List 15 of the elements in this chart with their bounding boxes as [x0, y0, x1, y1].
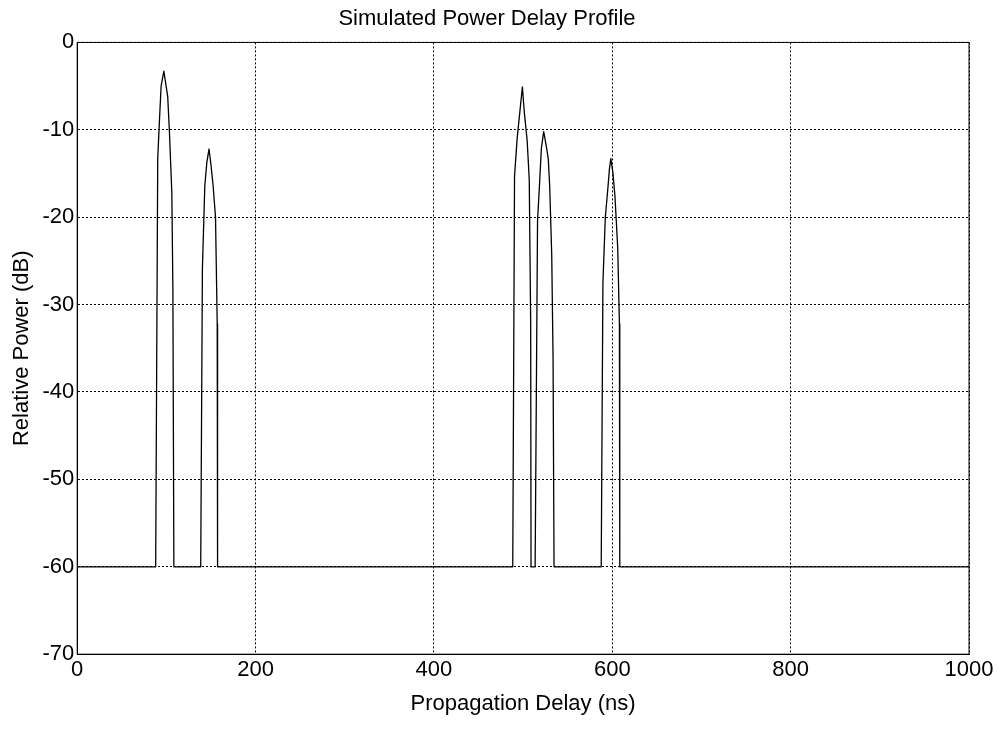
- y-tick-label: -30: [42, 290, 75, 316]
- x-tick-label: 600: [593, 656, 631, 682]
- y-tick-label: -40: [42, 378, 75, 404]
- x-tick-label: 1000: [944, 656, 994, 682]
- y-tick-label: -10: [42, 115, 75, 141]
- y-tick-label: -50: [42, 465, 75, 491]
- x-tick-label: 400: [415, 656, 453, 682]
- y-tick-label: -20: [42, 203, 75, 229]
- x-tick-label: 800: [772, 656, 809, 682]
- y-tick-label: -60: [42, 552, 75, 578]
- y-axis-title: Relative Power (dB): [8, 250, 34, 447]
- y-tick-label: 0: [61, 28, 75, 54]
- chart-title: Simulated Power Delay Profile: [338, 5, 636, 31]
- x-tick-label: 200: [237, 656, 274, 682]
- x-axis-title: Propagation Delay (ns): [410, 689, 636, 715]
